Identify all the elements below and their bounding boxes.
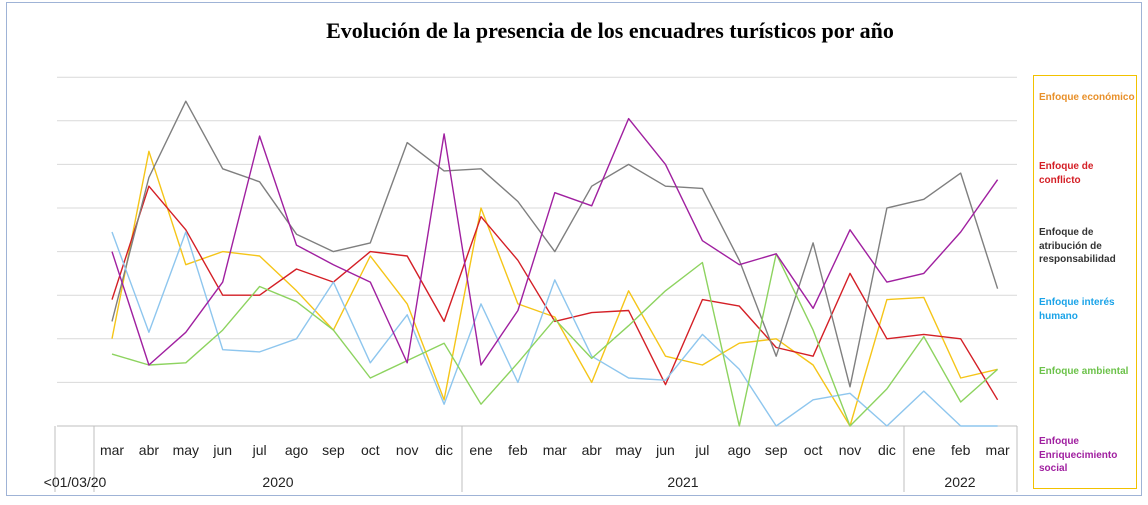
x-tick-label: may (173, 442, 199, 458)
legend: Enfoque económico Enfoque de conflicto Enf… (1033, 75, 1137, 489)
x-tick-label: feb (951, 442, 971, 458)
x-tick-label: dic (435, 442, 453, 458)
series-line (111, 253, 999, 427)
series-line (111, 100, 999, 388)
x-tick-label: oct (804, 442, 823, 458)
legend-item: Enfoque Enriquecimiento social (1039, 436, 1118, 474)
x-tick-labels: mar abr may jun jul ago sep oct nov dic ene feb mar a… (44, 442, 1010, 490)
x-tick-label: jun (212, 442, 232, 458)
legend-item: Enfoque económico (1039, 92, 1135, 103)
x-tick-label: ene (912, 442, 936, 458)
x-tick-label: jul (252, 442, 267, 458)
x-tick-label: may (615, 442, 641, 458)
x-tick-label: abr (582, 442, 603, 458)
x-tick-label: jun (655, 442, 675, 458)
legend-item: Enfoque de atribución de responsabilidad (1039, 227, 1116, 265)
x-tick-label: ene (469, 442, 493, 458)
x-tick-label: mar (543, 442, 567, 458)
legend-item: Enfoque ambiental (1039, 366, 1129, 377)
x-tick-label: mar (986, 442, 1010, 458)
series-line (111, 117, 999, 366)
x-tick-label: dic (878, 442, 896, 458)
year-label: 2022 (944, 474, 975, 490)
chart-title: Evolución de la presencia de los encuadr… (326, 18, 894, 43)
x-tick-label: ago (285, 442, 309, 458)
first-category-label: <01/03/20 (44, 474, 107, 490)
chart-frame (6, 2, 1142, 496)
x-tick-label: nov (839, 442, 862, 458)
x-tick-label: abr (139, 442, 160, 458)
x-tick-label: mar (100, 442, 124, 458)
x-tick-label: jul (694, 442, 709, 458)
x-tick-label: nov (396, 442, 419, 458)
legend-item: Enfoque de conflicto (1039, 161, 1094, 186)
series-line (111, 185, 999, 401)
series-lines (111, 100, 999, 427)
series-line (111, 231, 998, 427)
x-tick-label: ago (728, 442, 752, 458)
x-tick-label: feb (508, 442, 528, 458)
year-label: 2021 (667, 474, 698, 490)
axes (54, 425, 1018, 492)
gridlines (57, 76, 1017, 383)
x-tick-label: oct (361, 442, 380, 458)
x-tick-label: sep (765, 442, 788, 458)
year-label: 2020 (262, 474, 293, 490)
x-tick-label: sep (322, 442, 345, 458)
legend-item: Enfoque interés humano (1039, 297, 1115, 322)
